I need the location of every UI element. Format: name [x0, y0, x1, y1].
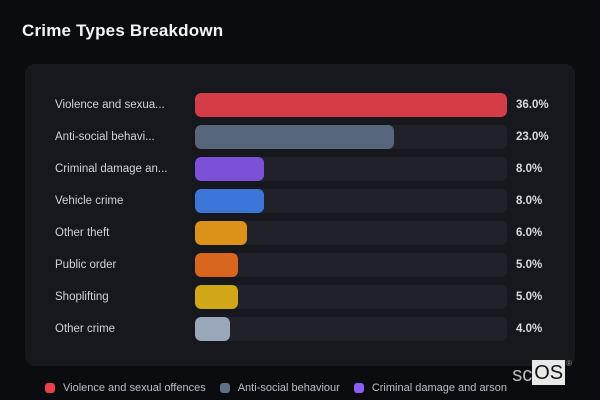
value-label: 8.0% — [516, 163, 543, 175]
watermark-prefix: sc — [512, 364, 533, 386]
category-label: Other crime — [55, 323, 116, 335]
bar-row: Other theft 6.0% — [55, 221, 545, 245]
bar[interactable] — [195, 125, 395, 149]
bar-track — [195, 317, 507, 341]
bar-track — [195, 157, 507, 181]
bar[interactable] — [195, 221, 247, 245]
value-label: 36.0% — [516, 99, 549, 111]
bar-track — [195, 253, 507, 277]
chart-legend: Violence and sexual offences Anti-social … — [45, 382, 507, 394]
legend-item[interactable]: Criminal damage and arson — [353, 382, 507, 394]
category-label: Public order — [55, 259, 117, 271]
legend-label: Violence and sexual offences — [63, 382, 206, 394]
bar-track — [195, 125, 507, 149]
bar-row: Violence and sexua... 36.0% — [55, 93, 549, 117]
category-label: Anti-social behavi... — [55, 131, 155, 143]
legend-swatch — [353, 383, 364, 393]
bar-track — [195, 93, 507, 117]
value-label: 5.0% — [516, 259, 543, 271]
watermark-logo: sc OS ® — [512, 360, 572, 385]
bar-row: Criminal damage an... 8.0% — [55, 157, 545, 181]
bar-row: Other crime 4.0% — [55, 317, 545, 341]
legend-swatch — [45, 383, 55, 393]
bar[interactable] — [195, 189, 265, 213]
legend-item[interactable]: Anti-social behaviour — [219, 382, 340, 394]
legend-swatch — [219, 383, 230, 393]
category-label: Vehicle crime — [55, 195, 124, 207]
value-label: 5.0% — [516, 291, 543, 303]
bar-row: Shoplifting 5.0% — [55, 285, 545, 309]
bar-track — [195, 285, 507, 309]
bar[interactable] — [195, 157, 265, 181]
bar[interactable] — [195, 285, 239, 309]
category-label: Criminal damage an... — [55, 163, 168, 175]
page-title: Crime Types Breakdown — [22, 21, 224, 40]
bar-track — [195, 189, 507, 213]
bar-row: Vehicle crime 8.0% — [55, 189, 545, 213]
category-label: Violence and sexua... — [55, 99, 165, 111]
bar-track — [195, 221, 507, 245]
value-label: 8.0% — [516, 195, 543, 207]
bar-rows: Violence and sexua... 36.0% Anti-social be… — [55, 93, 549, 341]
value-label: 6.0% — [516, 227, 543, 239]
bar[interactable] — [195, 93, 507, 117]
value-label: 4.0% — [516, 323, 543, 335]
bar-row: Public order 5.0% — [55, 253, 545, 277]
legend-item[interactable]: Violence and sexual offences — [45, 382, 206, 394]
bar[interactable] — [195, 317, 230, 341]
registered-mark: ® — [566, 359, 572, 368]
watermark-box: OS — [532, 360, 566, 385]
category-label: Other theft — [55, 227, 110, 239]
legend-label: Criminal damage and arson — [371, 382, 507, 394]
category-label: Shoplifting — [55, 291, 109, 303]
bar[interactable] — [195, 253, 239, 277]
value-label: 23.0% — [516, 131, 549, 143]
bar-row: Anti-social behavi... 23.0% — [55, 125, 549, 149]
legend-label: Anti-social behaviour — [237, 382, 340, 394]
chart-panel: Violence and sexua... 36.0% Anti-social be… — [25, 64, 575, 366]
